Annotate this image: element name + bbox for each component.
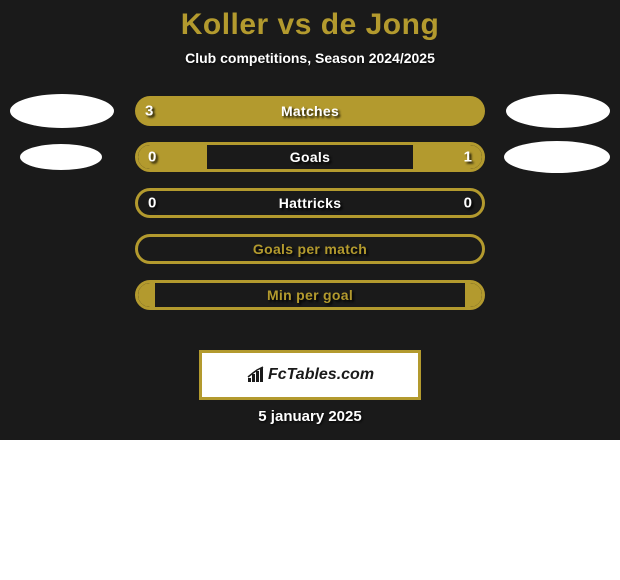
stat-label: Hattricks (279, 195, 342, 211)
player-right-ellipse (506, 94, 610, 128)
date-text: 5 january 2025 (258, 408, 361, 425)
bar-fill-right (465, 283, 482, 307)
stat-label: Goals per match (253, 241, 367, 257)
bar-chart-icon (246, 366, 266, 384)
stat-value-left: 0 (148, 195, 156, 212)
stat-row-hattricks: 0 Hattricks 0 (0, 188, 620, 218)
stat-bar-goals-per-match: Goals per match (135, 234, 485, 264)
stat-row-goals: 0 Goals 1 (0, 142, 620, 172)
brand-text: FcTables.com (268, 366, 374, 384)
page-subtitle: Club competitions, Season 2024/2025 (0, 50, 620, 66)
stat-bar-goals: 0 Goals 1 (135, 142, 485, 172)
stat-bar-min-per-goal: Min per goal (135, 280, 485, 310)
player-left-ellipse (20, 144, 102, 170)
comparison-panel: Koller vs de Jong Club competitions, Sea… (0, 0, 620, 440)
page-title: Koller vs de Jong (0, 0, 620, 42)
stat-label: Matches (281, 103, 339, 119)
stat-bar-matches: 3 Matches (135, 96, 485, 126)
brand-footer[interactable]: FcTables.com (199, 350, 421, 400)
bar-fill-left (138, 283, 155, 307)
stat-label: Goals (290, 149, 330, 165)
stat-bar-hattricks: 0 Hattricks 0 (135, 188, 485, 218)
stat-row-goals-per-match: Goals per match (0, 234, 620, 264)
stat-row-min-per-goal: Min per goal (0, 280, 620, 310)
stat-value-right: 1 (464, 149, 472, 166)
stat-rows: 3 Matches 0 Goals 1 0 Hattricks 0 (0, 96, 620, 310)
stat-value-left: 3 (145, 103, 153, 120)
player-right-ellipse (504, 141, 610, 173)
player-left-ellipse (10, 94, 114, 128)
stat-value-left: 0 (148, 149, 156, 166)
stat-label: Min per goal (267, 287, 353, 303)
stat-row-matches: 3 Matches (0, 96, 620, 126)
stat-value-right: 0 (464, 195, 472, 212)
